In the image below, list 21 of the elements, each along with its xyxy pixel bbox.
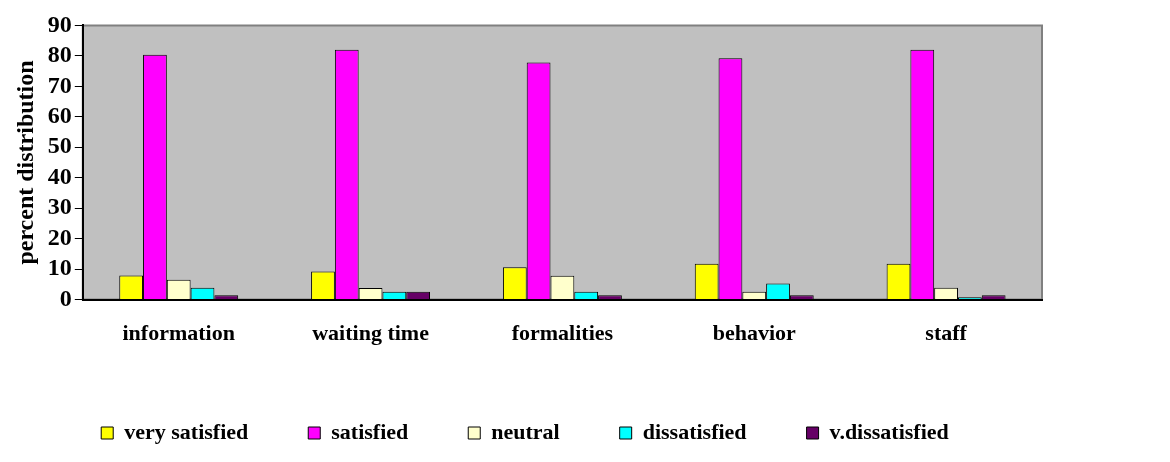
y-tick-label: 90 (47, 10, 72, 37)
y-tick-label: 60 (47, 102, 72, 128)
x-tick-label: waiting time (312, 320, 430, 346)
y-axis-title: percent distribution (11, 60, 38, 265)
y-tick-label: 10 (47, 254, 72, 281)
legend-label: dissatisfied (642, 418, 747, 444)
x-tick-label: behavior (712, 320, 797, 346)
legend-label: satisfied (331, 418, 409, 444)
y-tick-label: 20 (47, 223, 72, 250)
x-tick-label: formalities (511, 320, 614, 346)
legend-label: v.dissatisfied (829, 418, 949, 444)
y-tick-label: 0 (59, 284, 72, 311)
x-tick-label: information (122, 320, 235, 346)
y-tick-label: 80 (47, 41, 72, 68)
legend-label: very satisfied (124, 418, 249, 444)
legend-label: neutral (491, 418, 560, 444)
y-tick-label: 50 (47, 132, 72, 159)
x-tick-label: staff (925, 320, 968, 346)
y-tick-label: 70 (47, 71, 72, 98)
y-tick-label: 30 (47, 193, 72, 220)
y-tick-label: 40 (47, 162, 72, 189)
